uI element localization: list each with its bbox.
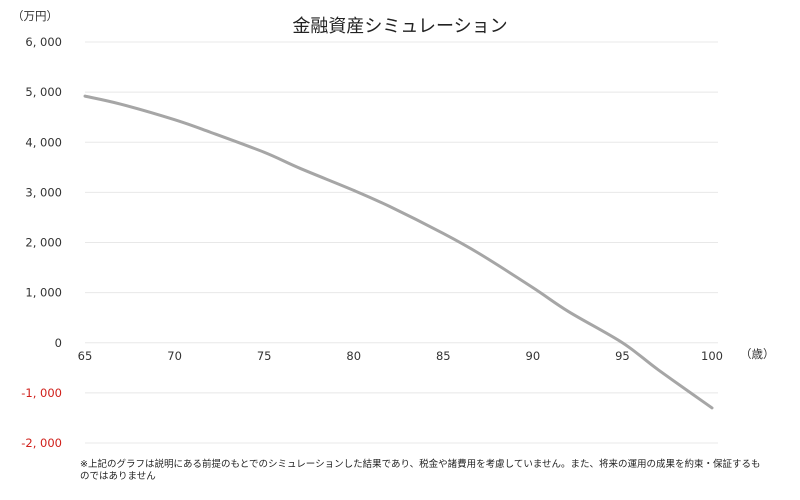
x-tick-label: 85 bbox=[436, 349, 451, 363]
y-tick-label: 1, 000 bbox=[25, 286, 62, 300]
y-axis-ticks: 6, 000 5, 000 4, 000 3, 000 2, 000 1, 000 0 -1,… bbox=[21, 35, 62, 450]
x-tick-label: 80 bbox=[346, 349, 361, 363]
y-tick-label: 5, 000 bbox=[25, 85, 62, 99]
x-axis-ticks: 65 70 75 80 85 90 95 100 bbox=[78, 349, 723, 363]
x-axis-unit-label: （歳） bbox=[740, 347, 775, 361]
x-tick-label: 75 bbox=[257, 349, 272, 363]
chart-title: 金融資産シミュレーション bbox=[292, 16, 507, 37]
y-tick-label: 2, 000 bbox=[25, 236, 62, 250]
y-tick-label: 4, 000 bbox=[25, 135, 62, 149]
series-layer bbox=[83, 94, 714, 410]
y-tick-label: 3, 000 bbox=[25, 185, 62, 199]
x-tick-label: 95 bbox=[615, 349, 630, 363]
grid-lines bbox=[85, 41, 718, 444]
y-tick-label: -1, 000 bbox=[21, 386, 62, 400]
x-tick-label: 100 bbox=[701, 349, 723, 363]
series-line bbox=[83, 94, 714, 410]
y-tick-label: -2, 000 bbox=[21, 436, 62, 450]
x-tick-label: 65 bbox=[78, 349, 93, 363]
y-tick-label: 0 bbox=[55, 336, 62, 350]
x-tick-label: 90 bbox=[526, 349, 541, 363]
footnote: ※上記のグラフは説明にある前提のもとでのシミュレーションした結果であり、税金や諸… bbox=[80, 459, 761, 482]
y-tick-label: 6, 000 bbox=[25, 35, 62, 49]
x-tick-label: 70 bbox=[167, 349, 182, 363]
y-axis-unit-label: （万円） bbox=[12, 9, 58, 23]
